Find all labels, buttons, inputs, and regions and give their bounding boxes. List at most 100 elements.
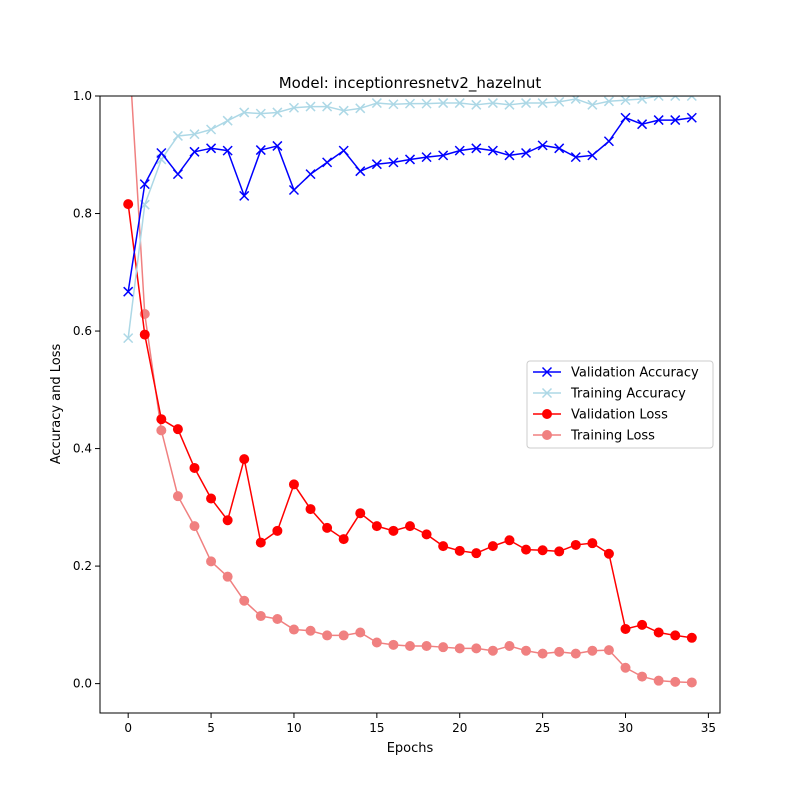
validation-loss-point	[438, 541, 449, 552]
y-tick-label: 0.4	[73, 442, 92, 456]
training-loss-point	[124, 33, 133, 42]
validation-accuracy-point	[139, 179, 150, 190]
training-accuracy-point	[255, 108, 266, 119]
legend-label: Validation Loss	[571, 408, 668, 423]
legend-marker	[542, 430, 552, 440]
validation-accuracy-point	[537, 140, 548, 151]
validation-loss-point	[421, 529, 432, 540]
y-tick-label: 0.8	[73, 207, 92, 221]
validation-accuracy-point	[487, 145, 498, 156]
validation-loss-point	[587, 538, 598, 549]
validation-accuracy-point	[123, 286, 134, 297]
x-axis: 0 5 10 15 20 25 30 35	[124, 713, 716, 735]
validation-loss-point	[603, 548, 614, 559]
validation-loss-point	[371, 521, 382, 532]
validation-loss-point	[239, 454, 250, 465]
training-loss-point	[305, 625, 316, 636]
validation-accuracy-point	[156, 147, 167, 159]
training-accuracy-point	[487, 98, 498, 109]
validation-accuracy-point	[371, 159, 382, 170]
training-accuracy-point	[587, 99, 598, 110]
training-accuracy-point	[272, 107, 283, 118]
training-accuracy-point	[172, 130, 183, 141]
validation-loss-point	[686, 632, 697, 643]
validation-loss-point	[471, 548, 482, 559]
y-axis: 0.0 0.2 0.4 0.6 0.8 1.0	[73, 89, 100, 691]
legend-label: Validation Accuracy	[571, 366, 699, 381]
training-loss-point	[239, 595, 250, 606]
training-accuracy-point	[123, 333, 134, 344]
training-loss-point	[587, 645, 598, 656]
x-axis-label: Epochs	[387, 741, 434, 756]
training-loss-point	[487, 645, 498, 656]
validation-accuracy-point	[404, 154, 416, 165]
x-tick-label: 15	[369, 721, 384, 735]
legend: Validation Accuracy Training Accuracy Vali…	[526, 360, 714, 449]
validation-loss-point	[189, 462, 200, 473]
validation-accuracy-point	[338, 145, 349, 156]
x-tick-label: 30	[618, 721, 633, 735]
legend-label: Training Accuracy	[570, 387, 686, 402]
training-loss-point	[537, 648, 548, 659]
validation-accuracy-series	[123, 112, 697, 297]
training-loss-point	[288, 624, 299, 635]
training-loss-point	[620, 662, 631, 673]
y-tick-label: 0.0	[73, 677, 92, 691]
training-accuracy-point	[570, 96, 581, 104]
validation-loss-point	[670, 630, 681, 641]
validation-accuracy-point	[504, 150, 515, 161]
training-loss-line	[130, 96, 692, 684]
training-accuracy-point	[471, 99, 482, 110]
training-accuracy-point	[521, 98, 532, 109]
y-axis-label: Accuracy and Loss	[49, 343, 64, 464]
validation-loss-point	[222, 515, 233, 526]
validation-accuracy-point	[421, 152, 432, 163]
training-loss-point	[371, 637, 382, 648]
validation-loss-point	[487, 541, 498, 552]
validation-accuracy-point	[620, 112, 631, 123]
y-tick-label: 0.6	[73, 324, 92, 338]
validation-loss-point	[206, 493, 217, 504]
validation-accuracy-point	[189, 146, 200, 157]
training-loss-point	[554, 646, 565, 657]
validation-loss-point	[554, 546, 565, 557]
legend-box	[526, 360, 714, 449]
training-loss-point	[637, 671, 648, 682]
training-accuracy-point	[222, 115, 233, 126]
validation-loss-point	[388, 525, 399, 536]
validation-accuracy-point	[587, 150, 598, 161]
validation-loss-series	[123, 199, 697, 643]
training-accuracy-point	[637, 96, 648, 104]
validation-loss-point	[521, 544, 532, 555]
training-loss-point	[454, 643, 465, 654]
validation-loss-point	[156, 414, 167, 425]
validation-accuracy-point	[570, 152, 581, 163]
training-loss-point	[355, 627, 366, 638]
validation-loss-point	[504, 535, 515, 546]
validation-loss-point	[537, 545, 548, 556]
training-loss-point	[206, 556, 217, 567]
training-accuracy-point	[620, 96, 631, 106]
validation-accuracy-point	[438, 150, 449, 161]
legend-label: Training Loss	[570, 429, 655, 444]
training-accuracy-point	[239, 107, 250, 118]
x-tick-label: 25	[535, 721, 550, 735]
validation-loss-point	[272, 525, 283, 536]
validation-accuracy-point	[454, 145, 465, 156]
validation-accuracy-point	[653, 115, 664, 126]
x-tick-label: 20	[452, 721, 467, 735]
training-accuracy-point	[371, 98, 382, 109]
validation-loss-point	[288, 479, 299, 490]
validation-loss-point	[338, 534, 349, 545]
validation-accuracy-point	[603, 136, 614, 147]
validation-loss-point	[653, 627, 664, 638]
validation-accuracy-point	[686, 112, 697, 123]
training-accuracy-point	[504, 99, 515, 110]
training-accuracy-point	[603, 96, 614, 107]
training-accuracy-point	[554, 96, 565, 107]
training-accuracy-point	[454, 98, 465, 109]
x-tick-label: 0	[124, 721, 132, 735]
training-loss-point	[670, 676, 681, 687]
validation-loss-point	[637, 619, 648, 630]
